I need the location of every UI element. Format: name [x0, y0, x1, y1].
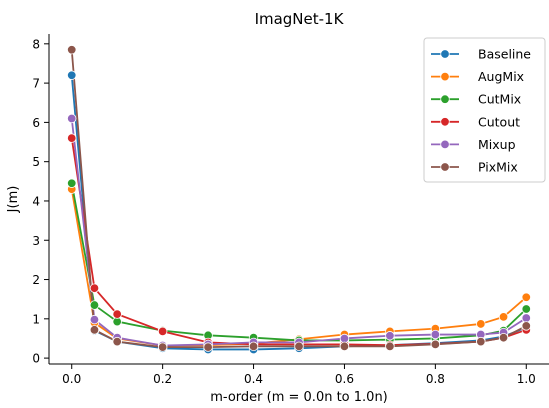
data-point-augmix	[521, 292, 531, 302]
data-point-pixmix	[521, 321, 531, 331]
data-point-mixup	[430, 329, 441, 340]
data-point-cutout	[157, 326, 168, 337]
plot-area	[48, 34, 549, 365]
data-point-cutout	[112, 309, 122, 319]
data-point-pixmix	[294, 341, 304, 352]
data-point-mixup	[339, 333, 350, 344]
data-point-cutmix	[521, 304, 531, 314]
x-tick-label: 1.0	[517, 372, 536, 386]
legend-swatch-marker-augmix	[440, 71, 450, 82]
x-tick-label: 0.2	[153, 372, 172, 386]
data-point-cutout	[67, 133, 77, 143]
y-tick-label: 8	[32, 37, 40, 51]
legend-label-pixmix: PixMix	[478, 160, 518, 175]
data-point-pixmix	[339, 341, 350, 352]
chart-title: ImagNet-1K	[255, 10, 345, 28]
x-ticks: 0.0 0.2 0.4 0.6 0.8 1.0	[62, 364, 536, 386]
legend-swatch-marker-cutout	[440, 117, 450, 127]
y-tick-label: 0	[32, 352, 40, 366]
y-tick-label: 4	[32, 194, 40, 208]
data-point-mixup	[89, 314, 100, 325]
legend-label-baseline: Baseline	[478, 47, 531, 62]
legend-label-cutmix: CutMix	[478, 92, 521, 107]
legend-swatch-marker-cutmix	[440, 94, 450, 104]
legend-label-mixup: Mixup	[478, 137, 516, 152]
series-markers	[67, 45, 531, 355]
y-ticks: 0 1 2 3 4 5 6 7 8	[32, 37, 49, 366]
data-point-pixmix	[67, 45, 77, 55]
legend-swatch-marker-baseline	[440, 49, 450, 59]
data-point-pixmix	[476, 336, 486, 347]
data-point-augmix	[476, 319, 486, 329]
data-point-mixup	[521, 313, 531, 323]
data-point-pixmix	[157, 342, 168, 352]
data-point-cutmix	[89, 300, 100, 310]
data-point-cutout	[89, 283, 100, 293]
x-tick-label: 0.4	[244, 372, 263, 386]
legend-label-cutout: Cutout	[478, 114, 520, 129]
data-point-mixup	[385, 331, 395, 341]
data-point-pixmix	[112, 336, 122, 347]
x-tick-label: 0.8	[426, 372, 445, 386]
data-point-baseline	[67, 70, 77, 80]
y-axis-label: J(m)	[6, 186, 21, 214]
data-point-pixmix	[248, 341, 259, 352]
data-point-cutmix	[67, 178, 77, 188]
data-point-pixmix	[203, 342, 213, 352]
legend-swatch-marker-mixup	[440, 139, 450, 150]
legend-swatch-marker-pixmix	[440, 162, 450, 172]
legend: Baseline AugMix CutMix Cutout Mixup PixMix	[423, 37, 546, 183]
data-point-pixmix	[430, 339, 441, 350]
y-tick-label: 5	[32, 155, 40, 169]
y-tick-label: 7	[32, 77, 40, 91]
y-tick-label: 6	[32, 116, 40, 130]
x-tick-label: 0.0	[62, 372, 81, 386]
x-axis-label: m-order (m = 0.0n to 1.0n)	[210, 390, 388, 405]
y-tick-label: 1	[32, 312, 40, 326]
x-tick-label: 0.6	[335, 372, 354, 386]
data-point-pixmix	[385, 341, 395, 352]
y-tick-label: 2	[32, 273, 40, 287]
legend-label-augmix: AugMix	[478, 69, 524, 84]
data-point-pixmix	[89, 325, 100, 335]
y-tick-label: 3	[32, 234, 40, 248]
data-point-augmix	[498, 312, 509, 322]
legend-frame	[423, 37, 546, 183]
data-point-pixmix	[498, 332, 509, 343]
data-point-mixup	[67, 113, 77, 124]
